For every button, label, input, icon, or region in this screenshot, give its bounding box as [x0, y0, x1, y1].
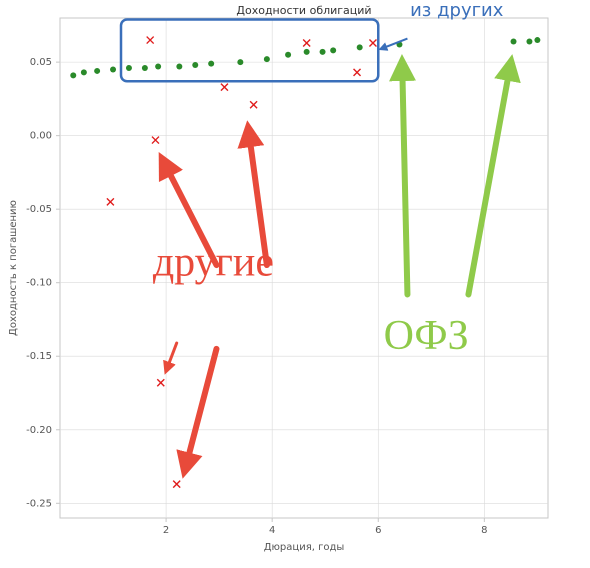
x-tick-label: 2 [163, 525, 169, 536]
data-point-ofz [126, 65, 132, 71]
data-point-ofz [237, 59, 243, 65]
bond-yield-scatter-chart: 2 4 6 8 -0.25 -0.20 -0.15 -0.10 -0.05 0.00 0.05 Дох… [0, 0, 590, 568]
data-point-ofz [94, 68, 100, 74]
y-tick-label: 0.00 [30, 131, 52, 142]
data-point-ofz [264, 56, 270, 62]
y-tick-label: -0.10 [26, 278, 52, 289]
y-tick-label: 0.05 [30, 57, 52, 68]
y-tick-label: -0.05 [26, 204, 52, 215]
x-axis-label: Дюрация, годы [264, 542, 345, 553]
data-point-ofz [320, 49, 326, 55]
y-tick-label: -0.20 [26, 425, 52, 436]
data-point-ofz [526, 39, 532, 45]
data-point-ofz [192, 62, 198, 68]
y-tick-label: -0.25 [26, 498, 52, 509]
x-tick-label: 4 [269, 525, 275, 536]
data-point-ofz [330, 47, 336, 53]
data-point-ofz [70, 72, 76, 78]
data-point-ofz [208, 61, 214, 67]
x-tick-label: 6 [375, 525, 381, 536]
annotation-interesting-line2: из других [410, 0, 504, 21]
data-point-ofz [511, 39, 517, 45]
annotation-ofz: ОФЗ [384, 313, 469, 359]
data-point-ofz [176, 64, 182, 70]
data-point-ofz [81, 69, 87, 75]
data-point-ofz [285, 52, 291, 58]
data-point-ofz [534, 37, 540, 43]
data-point-ofz [155, 64, 161, 70]
x-tick-label: 8 [481, 525, 487, 536]
y-tick-label: -0.15 [26, 351, 52, 362]
data-point-ofz [110, 66, 116, 72]
data-point-ofz [142, 65, 148, 71]
chart-title: Доходности облигаций [236, 4, 371, 17]
y-axis-label: Доходность к погашению [8, 200, 19, 336]
annotation-other: другие [153, 239, 274, 285]
data-point-ofz [304, 49, 310, 55]
data-point-ofz [357, 44, 363, 50]
